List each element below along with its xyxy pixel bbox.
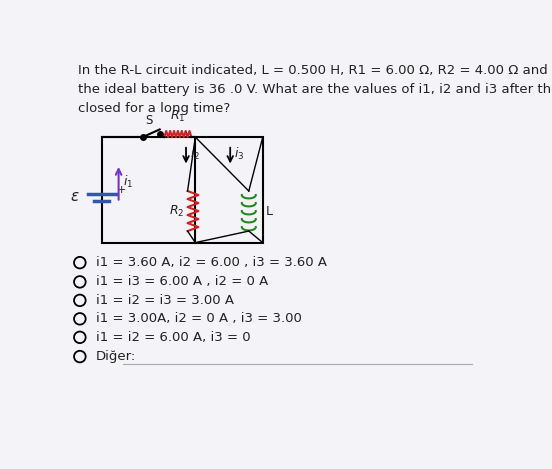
- Text: $R_1$: $R_1$: [170, 109, 185, 124]
- Text: S: S: [146, 114, 153, 127]
- Text: $i_1$: $i_1$: [123, 174, 134, 190]
- Text: i1 = 3.00A, i2 = 0 A , i3 = 3.00: i1 = 3.00A, i2 = 0 A , i3 = 3.00: [96, 312, 302, 325]
- Text: i1 = 3.60 A, i2 = 6.00 , i3 = 3.60 A: i1 = 3.60 A, i2 = 6.00 , i3 = 3.60 A: [96, 256, 327, 269]
- Text: i1 = i3 = 6.00 A , i2 = 0 A: i1 = i3 = 6.00 A , i2 = 0 A: [96, 275, 268, 288]
- Text: +: +: [117, 185, 126, 195]
- Text: $\varepsilon$: $\varepsilon$: [70, 189, 80, 204]
- Text: L: L: [266, 204, 273, 218]
- Text: Diğer:: Diğer:: [96, 350, 136, 363]
- Text: $i_3$: $i_3$: [234, 146, 245, 162]
- Text: i1 = i2 = i3 = 3.00 A: i1 = i2 = i3 = 3.00 A: [96, 294, 234, 307]
- Text: In the R-L circuit indicated, L = 0.500 H, R1 = 6.00 Ω, R2 = 4.00 Ω and the emf : In the R-L circuit indicated, L = 0.500 …: [78, 64, 552, 115]
- Bar: [102, 137, 263, 242]
- Text: i1 = i2 = 6.00 A, i3 = 0: i1 = i2 = 6.00 A, i3 = 0: [96, 331, 251, 344]
- Text: $R_2$: $R_2$: [169, 204, 184, 219]
- Text: $i_2$: $i_2$: [190, 146, 200, 162]
